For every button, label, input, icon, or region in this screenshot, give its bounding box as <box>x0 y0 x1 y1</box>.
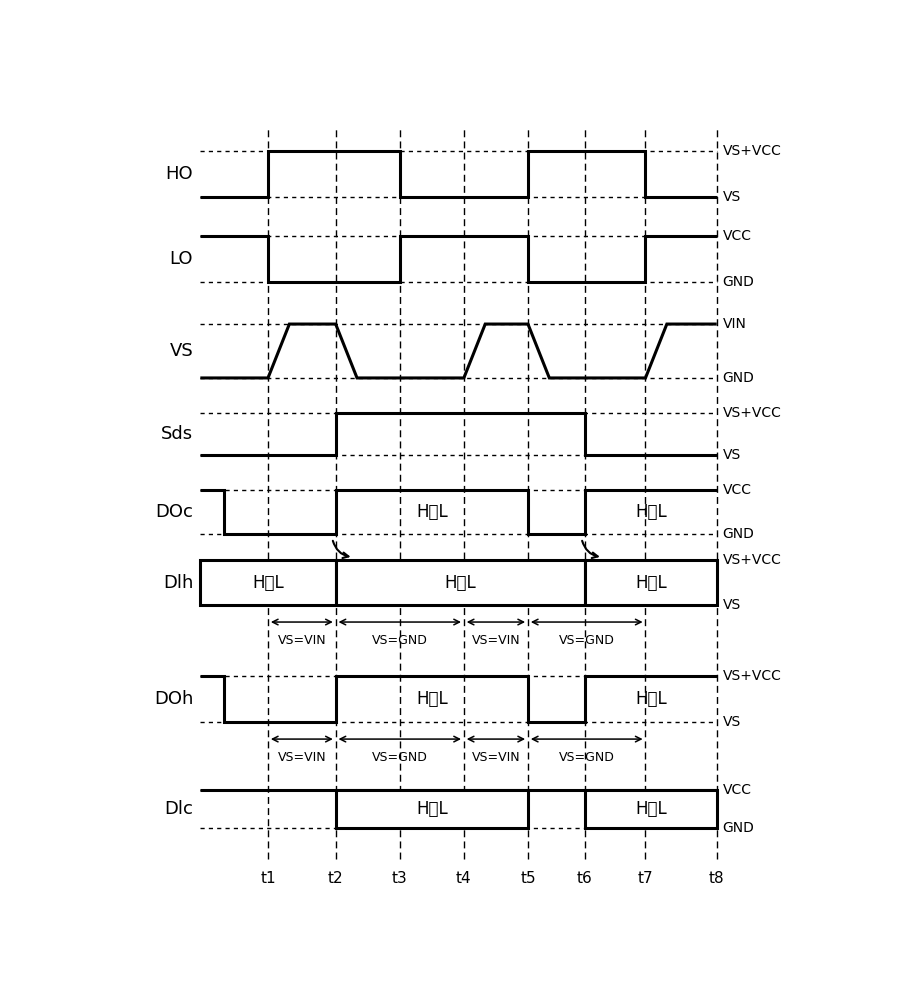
Text: Dlc: Dlc <box>165 800 193 818</box>
Text: VS: VS <box>722 598 741 612</box>
Text: H或L: H或L <box>635 800 666 818</box>
Text: VS=VIN: VS=VIN <box>278 751 326 764</box>
Text: DOc: DOc <box>155 503 193 521</box>
Text: t4: t4 <box>456 871 471 886</box>
Text: t3: t3 <box>391 871 408 886</box>
Text: GND: GND <box>722 371 754 385</box>
Text: VS: VS <box>722 448 741 462</box>
Text: VCC: VCC <box>722 483 752 497</box>
Text: DOh: DOh <box>153 690 193 708</box>
Bar <box>585 560 717 605</box>
Text: t5: t5 <box>520 871 536 886</box>
Text: H或L: H或L <box>416 690 448 708</box>
Text: VS=GND: VS=GND <box>372 634 427 647</box>
Text: VCC: VCC <box>722 783 752 797</box>
Text: GND: GND <box>722 275 754 289</box>
Text: VS=GND: VS=GND <box>559 634 615 647</box>
Text: t1: t1 <box>260 871 276 886</box>
Bar <box>585 790 717 828</box>
Text: t7: t7 <box>638 871 653 886</box>
Text: t6: t6 <box>577 871 593 886</box>
Bar <box>200 560 335 605</box>
Text: H或L: H或L <box>635 574 666 592</box>
Text: VS+VCC: VS+VCC <box>722 553 781 567</box>
Text: H或L: H或L <box>635 690 666 708</box>
Text: H或L: H或L <box>416 503 448 521</box>
Text: H或L: H或L <box>445 574 476 592</box>
Text: Dlh: Dlh <box>163 574 193 592</box>
Text: HO: HO <box>165 165 193 183</box>
Text: t8: t8 <box>709 871 724 886</box>
Text: VS: VS <box>722 190 741 204</box>
Text: VS+VCC: VS+VCC <box>722 144 781 158</box>
Text: Sds: Sds <box>161 425 193 443</box>
Text: VIN: VIN <box>722 317 746 331</box>
Bar <box>335 790 528 828</box>
Text: VS=VIN: VS=VIN <box>278 634 326 647</box>
Text: H或L: H或L <box>416 800 448 818</box>
Text: VS=VIN: VS=VIN <box>471 634 520 647</box>
Text: VS=GND: VS=GND <box>559 751 615 764</box>
Text: LO: LO <box>170 250 193 268</box>
Text: VS: VS <box>722 715 741 729</box>
Text: VS=VIN: VS=VIN <box>471 751 520 764</box>
Text: GND: GND <box>722 527 754 541</box>
Text: VS+VCC: VS+VCC <box>722 406 781 420</box>
Text: t2: t2 <box>328 871 344 886</box>
Text: H或L: H或L <box>635 503 666 521</box>
Text: GND: GND <box>722 821 754 835</box>
Bar <box>335 560 585 605</box>
Text: VS: VS <box>169 342 193 360</box>
Text: H或L: H或L <box>252 574 284 592</box>
Text: VS+VCC: VS+VCC <box>722 669 781 683</box>
Text: VS=GND: VS=GND <box>372 751 427 764</box>
Text: VCC: VCC <box>722 229 752 242</box>
